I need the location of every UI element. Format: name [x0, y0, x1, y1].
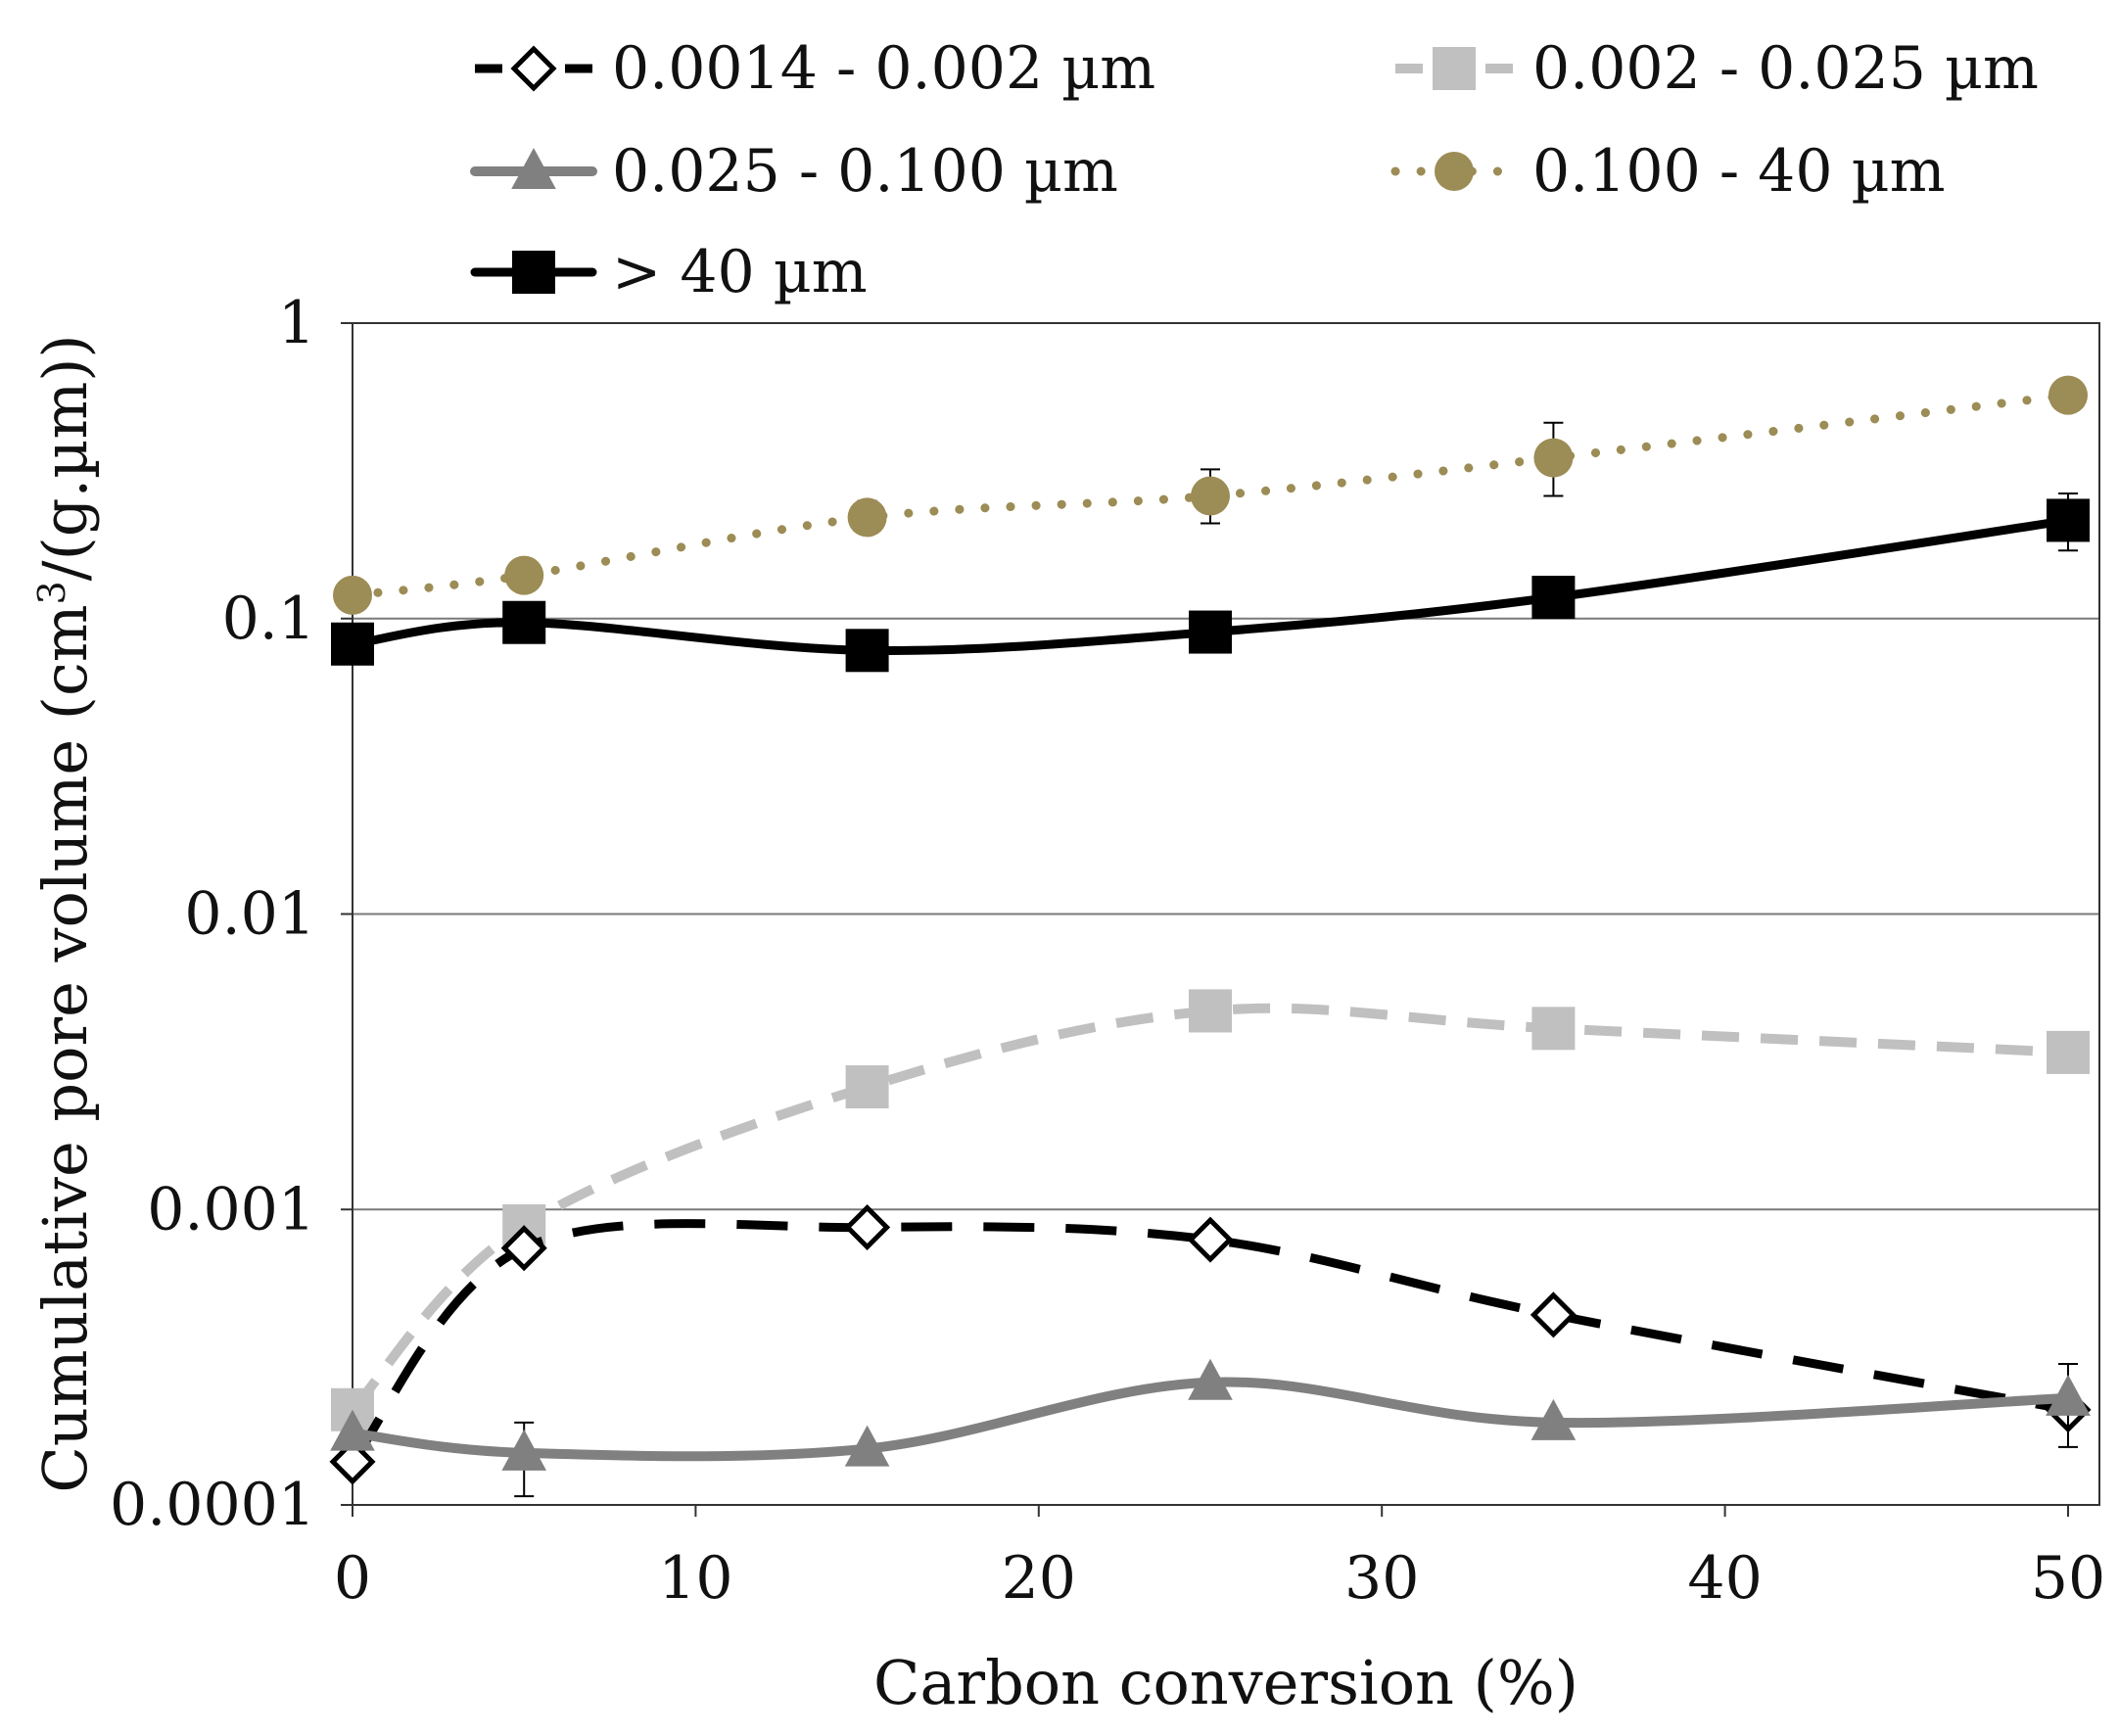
marker-triangle	[501, 1429, 546, 1471]
y-axis-title-tail: /(g.µm))	[29, 334, 101, 581]
marker-circle	[504, 555, 544, 595]
y-tick-label: 1	[278, 289, 315, 357]
marker-square	[845, 1065, 889, 1109]
x-tick-label: 0	[334, 1544, 371, 1613]
marker-triangle	[2046, 1374, 2091, 1416]
legend-item: 0.002 - 0.025 µm	[1395, 34, 2039, 103]
series-0	[329, 1203, 2092, 1485]
x-tick-label: 40	[1687, 1544, 1762, 1613]
legend: 0.0014 - 0.002 µm 0.002 - 0.025 µm 0.025 -…	[470, 34, 2039, 306]
y-tick-label: 0.01	[184, 880, 315, 949]
x-axis-title: Carbon conversion (%)	[873, 1647, 1578, 1718]
series-2	[330, 1358, 2091, 1498]
legend-label: 0.100 - 40 µm	[1532, 137, 1946, 206]
marker-square	[1433, 47, 1476, 90]
x-axis-ticks: 0 10 20 30 40 50	[334, 1505, 2105, 1613]
marker-diamond	[510, 45, 557, 92]
marker-circle	[847, 497, 887, 538]
marker-square	[1531, 1007, 1576, 1051]
x-tick-label: 50	[2031, 1544, 2105, 1613]
marker-diamond	[1530, 1291, 1577, 1338]
marker-circle	[333, 575, 372, 615]
marker-triangle	[1188, 1358, 1233, 1400]
marker-square	[502, 600, 546, 644]
y-axis-title: Cumulative pore volume (cm3/(g.µm))	[29, 334, 101, 1492]
y-axis-title-main: Cumulative pore volume (cm	[29, 605, 101, 1493]
y-axis-title-sup: 3	[30, 581, 73, 604]
legend-item: > 40 µm	[470, 238, 868, 306]
marker-square	[2047, 1030, 2090, 1074]
marker-square	[331, 622, 374, 666]
legend-item: 0.100 - 40 µm	[1390, 137, 1946, 206]
marker-circle	[2048, 375, 2088, 415]
legend-item: 0.0014 - 0.002 µm	[475, 34, 1155, 103]
x-tick-label: 10	[658, 1544, 732, 1613]
legend-item: 0.025 - 0.100 µm	[470, 137, 1118, 206]
marker-triangle	[511, 148, 556, 189]
marker-square	[1189, 989, 1232, 1033]
y-tick-label: 0.1	[222, 585, 315, 653]
marker-square	[1531, 576, 1576, 620]
series-3	[333, 375, 2088, 615]
marker-triangle	[844, 1425, 890, 1467]
marker-square	[2047, 498, 2090, 542]
series-4	[331, 493, 2090, 673]
marker-triangle	[1530, 1398, 1577, 1440]
marker-diamond	[1187, 1216, 1234, 1263]
marker-triangle	[330, 1409, 375, 1451]
y-tick-label: 0.001	[147, 1175, 315, 1243]
marker-diamond	[844, 1203, 891, 1251]
series-layer	[329, 375, 2092, 1498]
marker-diamond	[329, 1438, 376, 1485]
marker-circle	[1533, 438, 1574, 478]
legend-label: > 40 µm	[612, 238, 868, 306]
legend-label: 0.025 - 0.100 µm	[612, 137, 1118, 206]
marker-diamond	[500, 1225, 547, 1272]
y-tick-label: 0.0001	[110, 1471, 315, 1539]
legend-label: 0.002 - 0.025 µm	[1532, 34, 2039, 103]
marker-circle	[1435, 152, 1474, 191]
marker-square	[845, 629, 889, 673]
marker-circle	[1191, 476, 1230, 516]
x-tick-label: 30	[1344, 1544, 1419, 1613]
marker-square	[1189, 610, 1232, 654]
marker-square	[512, 251, 555, 294]
x-tick-label: 20	[1002, 1544, 1076, 1613]
y-axis-ticks: 0.0001 0.001 0.01 0.1 1	[110, 289, 353, 1539]
gridlines	[353, 322, 2099, 1211]
legend-label: 0.0014 - 0.002 µm	[612, 34, 1155, 103]
